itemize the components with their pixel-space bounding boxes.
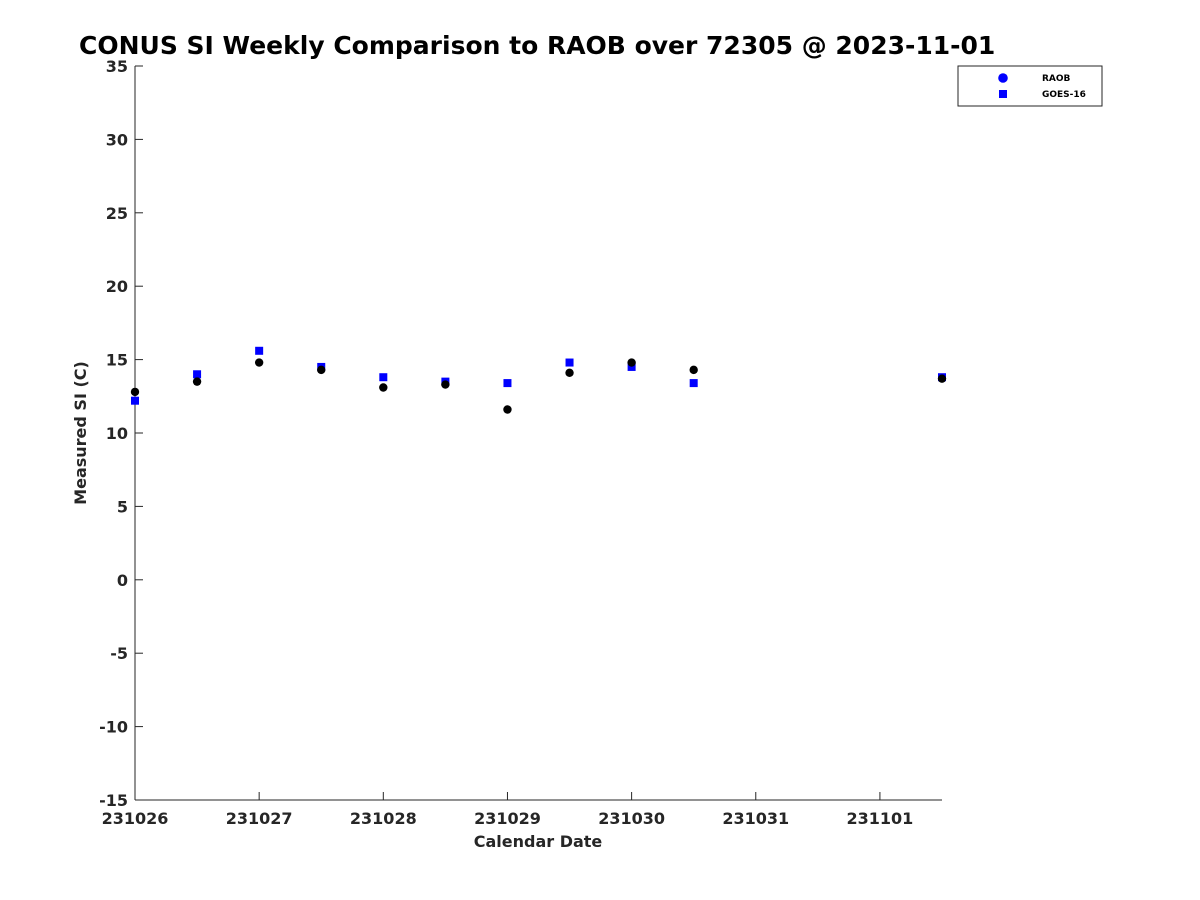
raob-point bbox=[627, 358, 636, 367]
x-tick-label: 231026 bbox=[102, 809, 169, 828]
x-tick-label: 231101 bbox=[847, 809, 914, 828]
goes-16-point bbox=[689, 379, 698, 388]
goes-16-point bbox=[255, 346, 264, 355]
y-tick-label: 0 bbox=[117, 571, 128, 590]
legend-marker-goes-16 bbox=[999, 90, 1007, 98]
goes-16-point bbox=[379, 373, 388, 382]
x-tick-label: 231029 bbox=[474, 809, 541, 828]
y-tick-label: 35 bbox=[106, 57, 128, 76]
raob-point bbox=[441, 380, 450, 389]
x-tick-label: 231028 bbox=[350, 809, 417, 828]
x-tick-label: 231031 bbox=[722, 809, 789, 828]
legend-box bbox=[957, 65, 1103, 107]
chart-title: CONUS SI Weekly Comparison to RAOB over … bbox=[79, 31, 995, 60]
raob-point bbox=[379, 383, 388, 392]
legend-label-goes-16: GOES-16 bbox=[1042, 90, 1086, 100]
raob-point bbox=[689, 365, 698, 375]
y-tick-label: 15 bbox=[106, 351, 128, 370]
y-tick-label: -15 bbox=[99, 791, 128, 810]
y-tick-label: 5 bbox=[117, 497, 128, 516]
y-tick-label: 10 bbox=[106, 424, 128, 443]
legend: RAOB GOES-16 bbox=[957, 65, 1103, 107]
y-tick-label: 30 bbox=[106, 130, 128, 149]
raob-point bbox=[503, 405, 512, 414]
data-points bbox=[130, 346, 947, 414]
goes-16-point bbox=[193, 370, 202, 379]
goes-16-point bbox=[131, 396, 139, 405]
y-tick-label: -5 bbox=[110, 644, 128, 663]
goes-16-point bbox=[503, 379, 512, 388]
x-tick-label: 231027 bbox=[226, 809, 293, 828]
raob-point bbox=[317, 365, 326, 375]
raob-point bbox=[130, 387, 140, 397]
x-ticks: 231026 231027 231028 231029 231030 231031 2311… bbox=[102, 792, 914, 828]
raob-point bbox=[192, 377, 202, 386]
y-tick-label: 20 bbox=[106, 277, 128, 296]
y-tick-label: 25 bbox=[106, 204, 128, 223]
y-axis-label: Measured SI (C) bbox=[71, 361, 90, 505]
x-axis-label: Calendar Date bbox=[474, 832, 603, 851]
legend-marker-raob bbox=[998, 73, 1008, 83]
y-ticks: -15 -10 -5 0 5 10 15 20 25 30 35 bbox=[99, 57, 143, 810]
y-tick-label: -10 bbox=[99, 718, 128, 737]
goes-16-point bbox=[627, 362, 636, 371]
x-tick-label: 231030 bbox=[598, 809, 665, 828]
raob-point bbox=[254, 358, 264, 367]
legend-label-raob: RAOB bbox=[1042, 74, 1071, 84]
raob-point bbox=[565, 368, 574, 378]
goes-16-point bbox=[565, 358, 574, 367]
raob-point bbox=[937, 374, 947, 383]
